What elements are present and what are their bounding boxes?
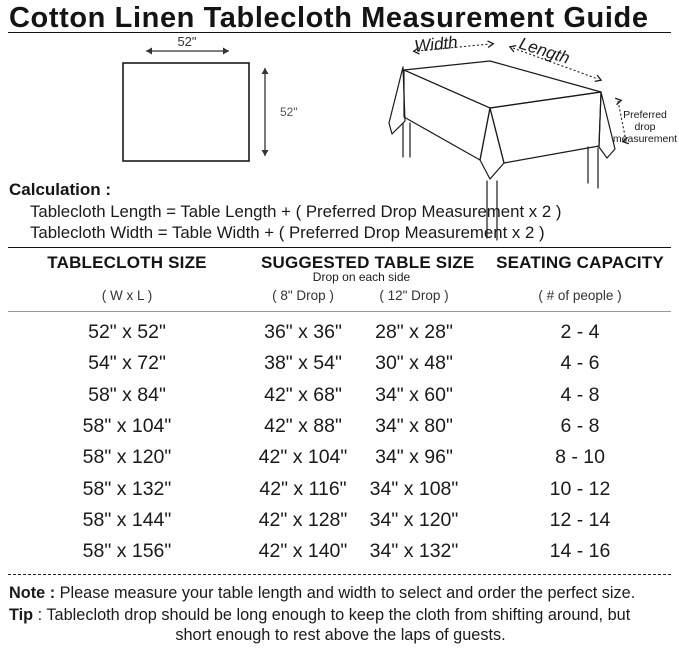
- svg-text:drop: drop: [634, 121, 655, 133]
- svg-text:Width: Width: [413, 33, 458, 56]
- svg-text:measurement: measurement: [613, 133, 677, 145]
- svg-text:Length: Length: [517, 34, 572, 68]
- svg-text:Preferred: Preferred: [623, 109, 667, 121]
